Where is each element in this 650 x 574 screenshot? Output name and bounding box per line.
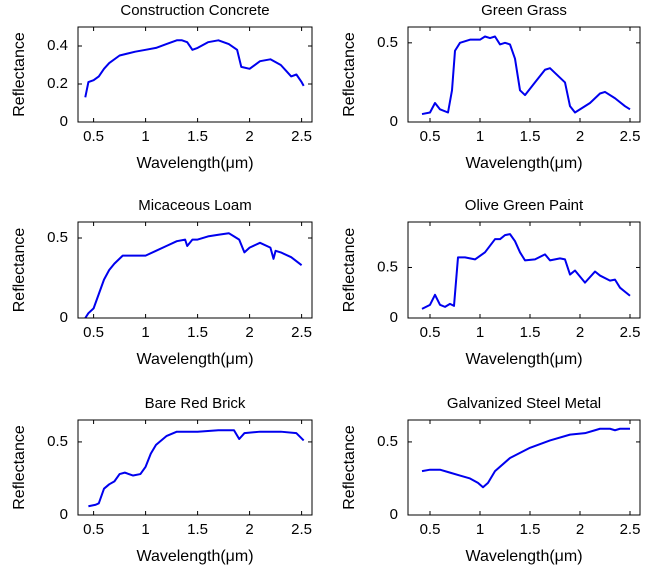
x-tick-label: 2.5 [620, 521, 641, 538]
x-tick-label: 0.5 [83, 324, 104, 341]
axes-box [77, 221, 313, 319]
x-axis-label: Wavelength(μm) [136, 155, 253, 172]
x-tick-label: 1 [476, 128, 484, 145]
x-axis-label: Wavelength(μm) [136, 351, 253, 368]
chart-title: Construction Concrete [120, 2, 269, 19]
y-axis-label: Reflectance [341, 32, 358, 117]
chart-title: Green Grass [481, 2, 567, 19]
x-axis-label: Wavelength(μm) [465, 548, 582, 565]
x-axis-label: Wavelength(μm) [465, 351, 582, 368]
x-tick-label: 0.5 [420, 521, 441, 538]
x-tick-label: 1.5 [187, 128, 208, 145]
x-tick-label: 2.5 [291, 128, 312, 145]
chart-title: Micaceous Loam [138, 197, 251, 214]
y-tick-label: 0 [390, 506, 398, 523]
x-tick-label: 1.5 [520, 128, 541, 145]
x-tick-label: 1.5 [520, 324, 541, 341]
x-tick-label: 2.5 [620, 324, 641, 341]
y-axis-label: Reflectance [341, 425, 358, 510]
y-tick-label: 0.5 [47, 229, 68, 246]
y-tick-label: 0.5 [377, 34, 398, 51]
x-tick-label: 0.5 [83, 521, 104, 538]
axes-box [407, 419, 641, 516]
x-tick-label: 2 [576, 521, 584, 538]
x-tick-label: 2 [245, 128, 253, 145]
y-axis-label: Reflectance [341, 228, 358, 313]
x-axis-label: Wavelength(μm) [465, 155, 582, 172]
axes-box [77, 419, 313, 516]
x-tick-label: 1 [141, 324, 149, 341]
y-tick-label: 0 [60, 309, 68, 326]
y-tick-label: 0.5 [377, 433, 398, 450]
x-tick-label: 2 [576, 324, 584, 341]
x-tick-label: 2 [576, 128, 584, 145]
x-tick-label: 2.5 [291, 521, 312, 538]
spectrum-line [421, 427, 630, 489]
y-axis-label: Reflectance [11, 32, 28, 117]
y-axis-label: Reflectance [11, 228, 28, 313]
y-axis-label: Reflectance [11, 425, 28, 510]
axes-box [407, 26, 641, 123]
y-tick-label: 0 [60, 506, 68, 523]
x-tick-label: 1.5 [187, 521, 208, 538]
chart-title: Galvanized Steel Metal [447, 395, 601, 412]
x-tick-label: 1 [141, 128, 149, 145]
x-tick-label: 0.5 [420, 324, 441, 341]
chart-title: Olive Green Paint [465, 197, 584, 214]
x-tick-label: 2.5 [620, 128, 641, 145]
x-tick-label: 1 [476, 521, 484, 538]
y-tick-label: 0.5 [377, 258, 398, 275]
spectrum-line [88, 429, 305, 508]
spectrum-line [421, 35, 631, 116]
spectrum-line [421, 233, 631, 310]
x-tick-label: 1 [141, 521, 149, 538]
x-tick-label: 0.5 [420, 128, 441, 145]
axes-box [407, 221, 641, 319]
axes-box [77, 26, 313, 123]
y-tick-label: 0 [60, 113, 68, 130]
y-tick-label: 0 [390, 309, 398, 326]
y-tick-label: 0.4 [47, 37, 68, 54]
x-tick-label: 0.5 [83, 128, 104, 145]
y-tick-label: 0 [390, 113, 398, 130]
x-tick-label: 1.5 [520, 521, 541, 538]
x-tick-label: 1.5 [187, 324, 208, 341]
spectrum-line [84, 232, 303, 319]
y-tick-label: 0.2 [47, 75, 68, 92]
x-tick-label: 2.5 [291, 324, 312, 341]
x-tick-label: 2 [245, 521, 253, 538]
spectrum-line [84, 39, 305, 98]
x-tick-label: 1 [476, 324, 484, 341]
x-axis-label: Wavelength(μm) [136, 548, 253, 565]
y-tick-label: 0.5 [47, 433, 68, 450]
chart-title: Bare Red Brick [145, 395, 246, 412]
x-tick-label: 2 [245, 324, 253, 341]
